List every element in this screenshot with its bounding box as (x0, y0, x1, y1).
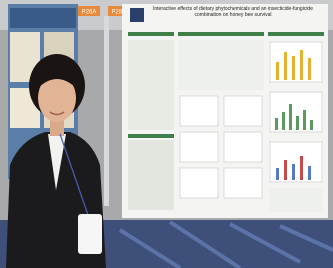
bar (308, 166, 311, 180)
bar (310, 120, 313, 130)
section-header (268, 32, 324, 36)
section-header (128, 32, 174, 36)
bar (275, 118, 278, 130)
text-block (128, 140, 174, 210)
bar (296, 116, 299, 130)
figure (224, 168, 262, 198)
bar (300, 156, 303, 180)
text-block (178, 40, 264, 90)
bar (308, 58, 311, 80)
pole (104, 16, 109, 206)
left-poster-header (10, 8, 76, 28)
bar (284, 52, 287, 80)
figure (224, 132, 262, 162)
photo: P26A P28C Interactive effects of dietary… (0, 0, 333, 268)
figure (224, 96, 262, 126)
bar (303, 110, 306, 130)
booth-number: P26A (82, 10, 97, 16)
text-block (128, 40, 174, 130)
bar (282, 112, 285, 130)
page: P26A P28C Interactive effects of dietary… (0, 0, 333, 268)
section-header (178, 32, 264, 36)
section-header (128, 134, 174, 138)
figure (180, 132, 218, 162)
bar (284, 160, 287, 180)
bar (292, 164, 295, 180)
poster-title-box: Interactive effects of dietary phytochem… (148, 6, 318, 28)
poster-logo (130, 8, 144, 22)
bar (292, 56, 295, 80)
bar (289, 104, 292, 130)
bar (300, 50, 303, 80)
bar (276, 62, 279, 80)
figure (180, 96, 218, 126)
text-block (270, 188, 322, 212)
poster-title: Interactive effects of dietary phytochem… (148, 6, 318, 18)
name-badge (78, 214, 102, 254)
bar (276, 168, 279, 180)
figure (180, 168, 218, 198)
